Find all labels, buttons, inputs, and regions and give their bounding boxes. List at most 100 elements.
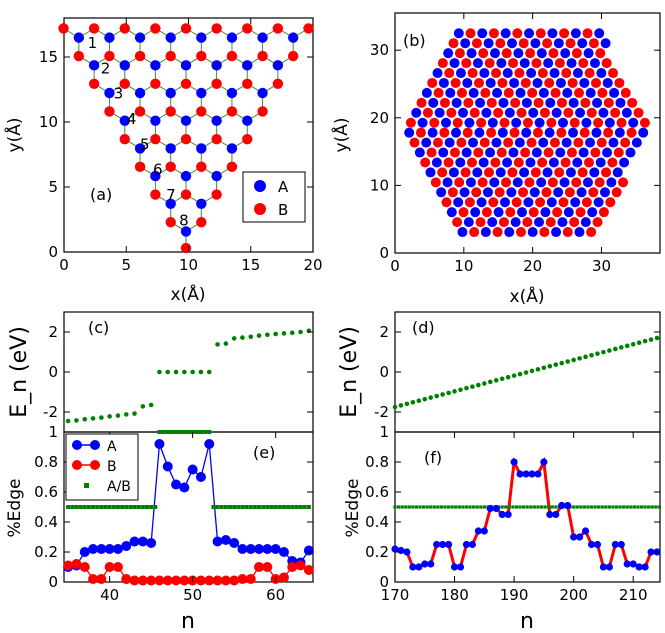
series-a-point — [112, 544, 123, 554]
x-tick-label: 20 — [523, 257, 542, 275]
x-tick-label: 210 — [619, 586, 648, 604]
ab-point — [636, 505, 640, 509]
atom-b — [466, 157, 477, 168]
atom-a — [585, 137, 596, 148]
atom-b — [464, 197, 475, 208]
atom-a — [165, 198, 176, 209]
atom-b — [558, 197, 569, 208]
atom-a — [119, 60, 130, 71]
atom-a — [451, 97, 462, 108]
atom-a — [180, 60, 192, 71]
ab-point — [639, 505, 644, 509]
energy-point — [82, 416, 88, 422]
ab-point — [475, 505, 479, 509]
atom-b — [554, 58, 565, 69]
ab-point — [302, 505, 307, 509]
atom-a — [602, 147, 613, 158]
atom-b — [454, 177, 465, 188]
atom-b — [465, 28, 476, 39]
energy-point — [636, 340, 642, 346]
legend-ab-marker — [84, 483, 89, 488]
atom-b — [571, 177, 582, 188]
atom-b — [552, 207, 563, 218]
ab-point — [657, 505, 662, 509]
series-ab-point — [587, 540, 596, 549]
ab-point — [396, 505, 401, 509]
atom-a — [529, 187, 540, 198]
atom-b — [460, 167, 471, 178]
atom-a — [574, 227, 585, 238]
energy-point — [535, 367, 541, 372]
series-b-point — [278, 572, 289, 583]
atom-b — [614, 77, 625, 88]
atom-b — [535, 197, 546, 208]
atom-b — [610, 107, 621, 118]
atom-b — [532, 127, 543, 138]
y-tick-label: 0 — [48, 573, 58, 591]
ab-point — [228, 505, 232, 509]
energy-point — [240, 335, 245, 340]
ab-point — [414, 505, 419, 509]
series-b-point — [237, 574, 248, 584]
ab-point — [115, 505, 120, 509]
energy-point — [265, 332, 270, 338]
atom-a — [455, 157, 466, 168]
series-a-point — [96, 544, 107, 554]
atom-a — [477, 28, 488, 39]
atom-b — [611, 187, 622, 198]
energy-point — [223, 341, 229, 346]
legend-b-label: B — [278, 201, 288, 219]
atom-a — [211, 60, 222, 71]
x-tick-label: 40 — [100, 586, 119, 604]
ab-point — [277, 505, 282, 509]
atom-b — [616, 117, 627, 128]
atom-a — [570, 197, 581, 208]
atom-b — [535, 28, 546, 39]
series-a-point — [121, 541, 132, 551]
atom-b — [104, 106, 115, 117]
atom-a — [557, 217, 568, 228]
series-b-point — [96, 574, 107, 584]
x-tick-label: 200 — [559, 586, 588, 604]
energy-point — [182, 369, 187, 375]
atom-a — [492, 87, 503, 98]
atom-a — [226, 143, 238, 154]
atom-b — [211, 23, 222, 34]
atom-a — [134, 87, 146, 99]
atom-b — [497, 77, 508, 88]
atom-a — [460, 38, 471, 49]
energy-point — [416, 398, 422, 404]
ab-point — [400, 505, 404, 509]
atom-b — [475, 217, 486, 228]
atom-a — [579, 77, 590, 88]
atom-b — [444, 68, 455, 79]
atom-b — [196, 161, 207, 173]
ab-point — [586, 505, 590, 509]
ab-point — [443, 505, 447, 509]
atom-a — [478, 157, 489, 168]
edge-site-label: 8 — [179, 211, 189, 229]
energy-point — [99, 415, 104, 420]
edge-site-label: 1 — [88, 34, 98, 52]
ab-point — [575, 505, 579, 509]
y-tick-label: 0 — [48, 243, 58, 261]
atom-a — [536, 177, 547, 188]
atom-b — [480, 87, 491, 98]
atom-b — [520, 77, 531, 88]
y-tick-label: 0.4 — [365, 513, 389, 531]
atom-b — [562, 227, 573, 238]
ab-point — [647, 505, 651, 509]
atom-a — [546, 197, 557, 208]
atom-a — [512, 177, 523, 188]
atom-b — [592, 217, 603, 228]
ab-point — [111, 505, 116, 509]
y-tick-label: 0.8 — [365, 453, 389, 471]
atom-a — [470, 207, 481, 218]
atom-b — [458, 207, 469, 218]
series-ab-point — [629, 560, 637, 568]
atom-b — [514, 68, 525, 79]
y-tick-label: 0.8 — [34, 453, 58, 471]
atom-a — [502, 68, 513, 79]
atom-a — [180, 226, 192, 237]
atom-a — [553, 187, 564, 198]
